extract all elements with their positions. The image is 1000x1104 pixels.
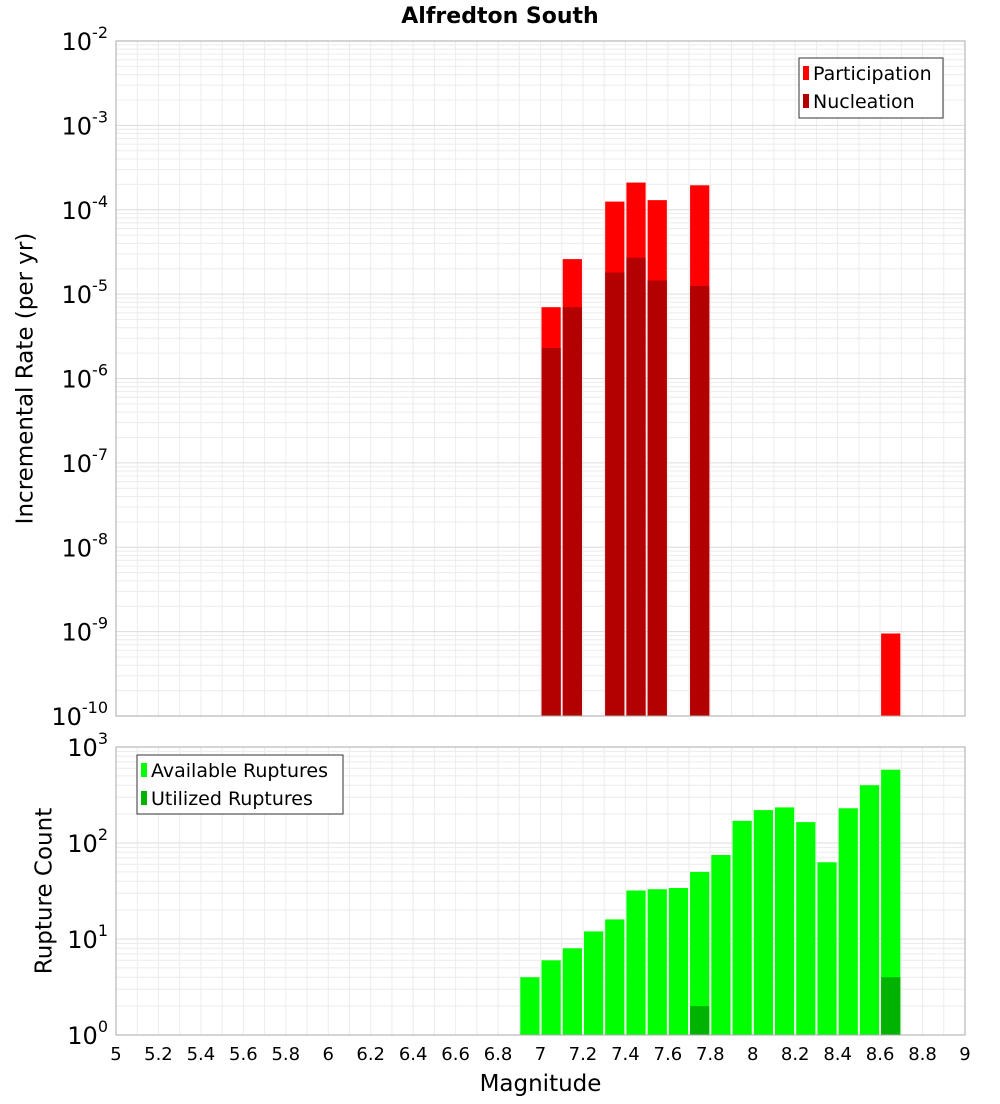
y-tick-label: 10-6 [62, 361, 109, 394]
x-tick-label: 6.6 [441, 1044, 470, 1065]
x-axis-label: Magnitude [480, 1071, 602, 1097]
legend-label: Participation [813, 63, 932, 85]
x-tick-label: 8.4 [823, 1044, 852, 1065]
y-tick-label: 100 [67, 1017, 108, 1050]
legend-swatch [803, 94, 809, 108]
rate-chart-panel: 10-2 10-3 10-4 10-5 10-6 10-7 10-8 10-9 10-10 Alf… [13, 4, 966, 731]
bar [605, 919, 625, 1035]
bar [626, 890, 646, 1035]
chart-title: Alfredton South [401, 4, 598, 29]
x-tick-label: 7.2 [569, 1044, 598, 1065]
bar [541, 347, 561, 716]
bar [520, 977, 540, 1035]
bar [690, 1006, 710, 1035]
y-tick-label: 10-10 [51, 698, 108, 731]
legend-swatch [141, 763, 147, 777]
y-axis-label: Rupture Count [32, 808, 58, 974]
legend-box [798, 57, 944, 119]
x-tick-label: 5.6 [229, 1044, 258, 1065]
bar [562, 307, 582, 716]
bar [774, 807, 795, 1035]
x-tick-label: 6.2 [356, 1044, 385, 1065]
y-tick-label: 10-5 [62, 276, 109, 309]
y-tick-label: 10-9 [62, 614, 109, 647]
bar [626, 257, 646, 716]
bar [583, 931, 604, 1035]
series-nucleation [541, 257, 710, 716]
y-tick-label: 10-8 [62, 529, 109, 562]
y-tick-labels: 10-2 10-3 10-4 10-5 10-6 10-7 10-8 10-9 10-10 [51, 23, 108, 731]
legend: Available Ruptures Utilized Ruptures [136, 754, 344, 815]
x-tick-label: 7.4 [611, 1044, 640, 1065]
bar [817, 862, 837, 1035]
series-utilized-ruptures [690, 977, 901, 1035]
y-axis-label: Incremental Rate (per yr) [13, 233, 39, 525]
y-tick-labels: 103 102 101 100 [67, 729, 108, 1050]
gridlines [115, 41, 966, 717]
series-available-ruptures [520, 769, 901, 1035]
x-tick-label: 6.8 [484, 1044, 513, 1065]
x-tick-label: 9 [959, 1044, 970, 1065]
x-tick-label: 8.6 [866, 1044, 895, 1065]
bar [881, 977, 901, 1035]
x-tick-label: 5.8 [271, 1044, 300, 1065]
x-tick-label: 8.2 [781, 1044, 810, 1065]
x-tick-label: 7 [535, 1044, 546, 1065]
x-tick-label: 5.4 [187, 1044, 216, 1065]
legend-swatch [141, 791, 147, 805]
y-tick-label: 10-4 [62, 192, 109, 225]
y-tick-label: 103 [67, 729, 108, 762]
bar [753, 810, 773, 1035]
legend-swatch [803, 66, 809, 80]
y-tick-label: 10-2 [62, 23, 109, 56]
bar [605, 272, 625, 716]
bar [732, 820, 752, 1035]
bar [881, 769, 901, 1035]
bar [711, 854, 731, 1035]
y-tick-label: 101 [67, 921, 108, 954]
legend-label: Utilized Ruptures [151, 788, 313, 810]
y-tick-label: 102 [67, 825, 108, 858]
bar [647, 889, 667, 1035]
legend-label: Nucleation [813, 91, 915, 113]
legend-box [136, 754, 344, 815]
x-tick-label: 6 [323, 1044, 334, 1065]
bar [690, 871, 710, 1035]
x-tick-label: 5 [110, 1044, 121, 1065]
bar [859, 785, 880, 1035]
x-tick-label: 7.6 [654, 1044, 683, 1065]
bar [647, 280, 667, 716]
bar [796, 822, 816, 1035]
legend-label: Available Ruptures [151, 760, 328, 782]
bar [838, 808, 858, 1035]
x-tick-label: 5.2 [144, 1044, 173, 1065]
x-tick-label: 6.4 [399, 1044, 428, 1065]
bar [881, 633, 901, 716]
x-tick-label: 7.8 [696, 1044, 725, 1065]
bar [668, 887, 689, 1035]
legend: Participation Nucleation [798, 57, 944, 119]
bar [541, 960, 561, 1035]
x-tick-labels: 5 5.2 5.4 5.6 5.8 6 6.2 6.4 6.6 6.8 7 7.2 7.4 7.6 7.8 8… [110, 1044, 970, 1065]
bar [562, 948, 582, 1035]
x-tick-label: 8.8 [908, 1044, 937, 1065]
y-tick-label: 10-3 [62, 107, 109, 140]
bar [690, 285, 710, 716]
plot-border [115, 746, 966, 1036]
y-tick-label: 10-7 [62, 445, 109, 478]
x-tick-label: 8 [747, 1044, 758, 1065]
plot-border [115, 40, 966, 717]
count-chart-panel: 103 102 101 100 Rupture Count 5 5.2 5.4 5.6 5.8 6 6… [32, 729, 971, 1097]
